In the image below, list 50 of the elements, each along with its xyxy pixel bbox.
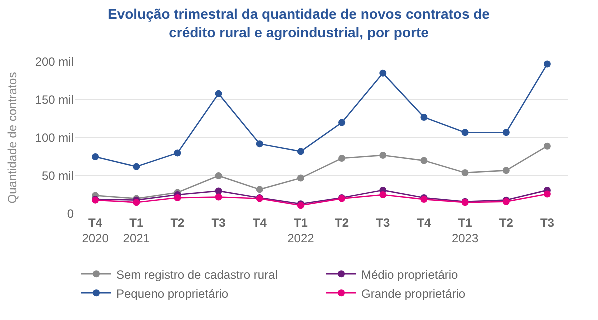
y-axis-title: Quantidade de contratos [6, 72, 20, 204]
y-tick-label: 150 mil [35, 93, 74, 108]
point [420, 114, 428, 121]
point [174, 150, 182, 157]
point [338, 155, 346, 162]
x-tick-label: T1 2021 [123, 216, 150, 246]
point [462, 169, 469, 176]
point [215, 90, 222, 98]
legend-label: Sem registro de cadastro rural [116, 268, 278, 282]
x-tick-label: T3 [540, 216, 555, 230]
point [338, 119, 346, 126]
point [92, 154, 100, 160]
point [297, 174, 304, 182]
point [215, 194, 222, 201]
point [462, 129, 469, 136]
x-tick-label: T4 [252, 216, 268, 230]
point [133, 199, 140, 206]
point [256, 140, 264, 148]
x-tick-label: T1 2022 [288, 216, 315, 246]
point [544, 60, 551, 68]
point [544, 142, 551, 150]
point [544, 190, 551, 198]
point [174, 194, 182, 202]
y-tick-label: 50 mil [42, 169, 74, 184]
point [256, 186, 264, 194]
point [215, 188, 222, 195]
point [215, 172, 222, 180]
x-tick-label: T3 [212, 216, 226, 230]
point [380, 192, 387, 198]
y-tick-label: 100 mil [35, 131, 74, 146]
point [297, 148, 304, 156]
legend-label: Grande proprietário [362, 286, 466, 301]
point [380, 152, 387, 159]
legend-label: Médio proprietário [362, 268, 459, 282]
point [420, 157, 428, 164]
y-tick-label: 0 [67, 207, 74, 222]
x-tick-label: T1 2023 [452, 216, 479, 246]
y-tick-label: 200 mil [35, 55, 74, 70]
x-tick-label: T2 [499, 216, 514, 230]
point [380, 70, 387, 77]
x-tick-label: T4 [417, 216, 432, 230]
legend-label: Pequeno proprietário [116, 286, 229, 301]
x-tick-label: T2 [335, 216, 350, 230]
x-tick-label: T4 2020 [82, 216, 110, 246]
point [502, 129, 510, 136]
point [502, 167, 510, 174]
chart-title: Evolução trimestral da quantidade de novos contratos de crédito rural e agroindustrial, por porte [108, 6, 490, 40]
point [133, 163, 140, 170]
x-tick-label: T2 [170, 216, 186, 230]
x-tick-label: T3 [376, 216, 390, 230]
